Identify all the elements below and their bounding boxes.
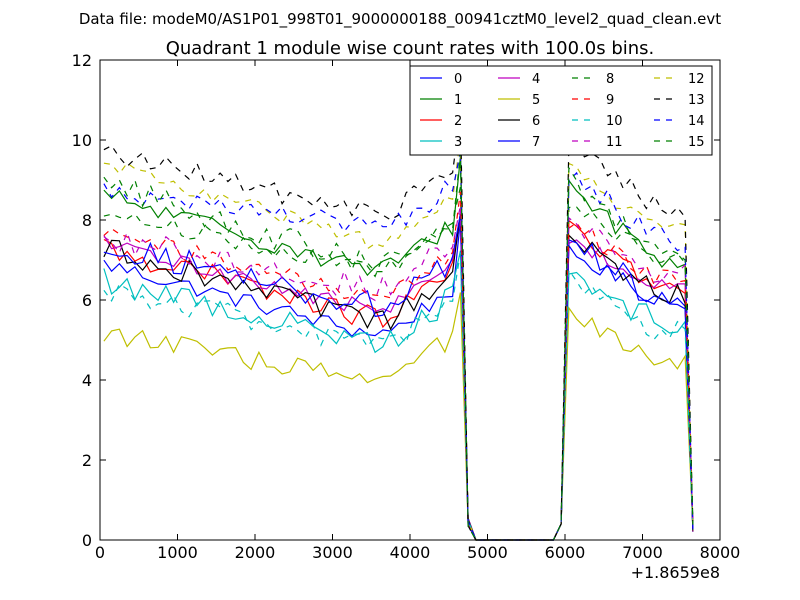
legend-label-4: 4	[532, 72, 540, 87]
series-line-13	[103, 111, 694, 541]
series-line-12	[103, 138, 694, 541]
y-tick-label: 10	[72, 131, 92, 150]
legend-label-10: 10	[606, 114, 623, 129]
x-tick-label: 6000	[545, 543, 586, 562]
x-tick-label: 2000	[235, 543, 276, 562]
legend-label-3: 3	[454, 135, 462, 150]
series-line-8	[103, 186, 694, 541]
series-line-9	[103, 191, 694, 541]
y-tick-label: 8	[82, 211, 92, 230]
x-offset-label: +1.8659e8	[631, 563, 720, 582]
series-line-1	[103, 157, 694, 541]
legend-label-8: 8	[606, 72, 614, 87]
x-tick-label: 3000	[312, 543, 353, 562]
series-line-0	[103, 220, 694, 541]
legend-label-14: 14	[688, 114, 705, 129]
axes-frame	[99, 59, 721, 541]
x-tick-label: 5000	[467, 543, 508, 562]
chart-title: Quadrant 1 module wise count rates with …	[166, 38, 655, 59]
y-tick-label: 12	[72, 51, 92, 70]
y-tick-labels: 0 2 4 6 8 10 12	[72, 51, 92, 550]
x-tick-label: 8000	[700, 543, 741, 562]
figure-suptitle: Data file: modeM0/AS1P01_998T01_90000001…	[79, 10, 721, 29]
y-tick-label: 4	[82, 371, 92, 390]
series-line-15	[103, 152, 694, 541]
legend-label-7: 7	[532, 135, 540, 150]
series-line-11	[103, 205, 694, 541]
x-tick-label: 7000	[622, 543, 663, 562]
y-tick-label: 0	[82, 531, 92, 550]
legend-label-11: 11	[606, 135, 623, 150]
series-line-7	[103, 214, 694, 541]
series-line-4	[103, 219, 694, 541]
x-tick-label: 1000	[157, 543, 198, 562]
legend-label-1: 1	[454, 93, 462, 108]
x-tick-labels: 0 1000 2000 3000 4000 5000 6000 7000 8000	[95, 543, 740, 562]
legend-label-2: 2	[454, 114, 462, 129]
legend-label-12: 12	[688, 72, 705, 87]
series-line-14	[103, 151, 694, 541]
legend-label-13: 13	[688, 93, 705, 108]
legend-label-9: 9	[606, 93, 614, 108]
series-layer	[103, 111, 694, 541]
legend-label-0: 0	[454, 72, 462, 87]
y-tick-label: 2	[82, 451, 92, 470]
legend-box	[409, 65, 713, 156]
legend-label-5: 5	[532, 93, 540, 108]
series-line-3	[103, 250, 694, 541]
y-tick-label: 6	[82, 291, 92, 310]
x-tick-label: 0	[95, 543, 105, 562]
x-tick-label: 4000	[390, 543, 431, 562]
legend-label-15: 15	[688, 135, 705, 150]
series-line-5	[103, 292, 694, 541]
series-line-10	[103, 252, 694, 541]
legend-label-6: 6	[532, 114, 540, 129]
